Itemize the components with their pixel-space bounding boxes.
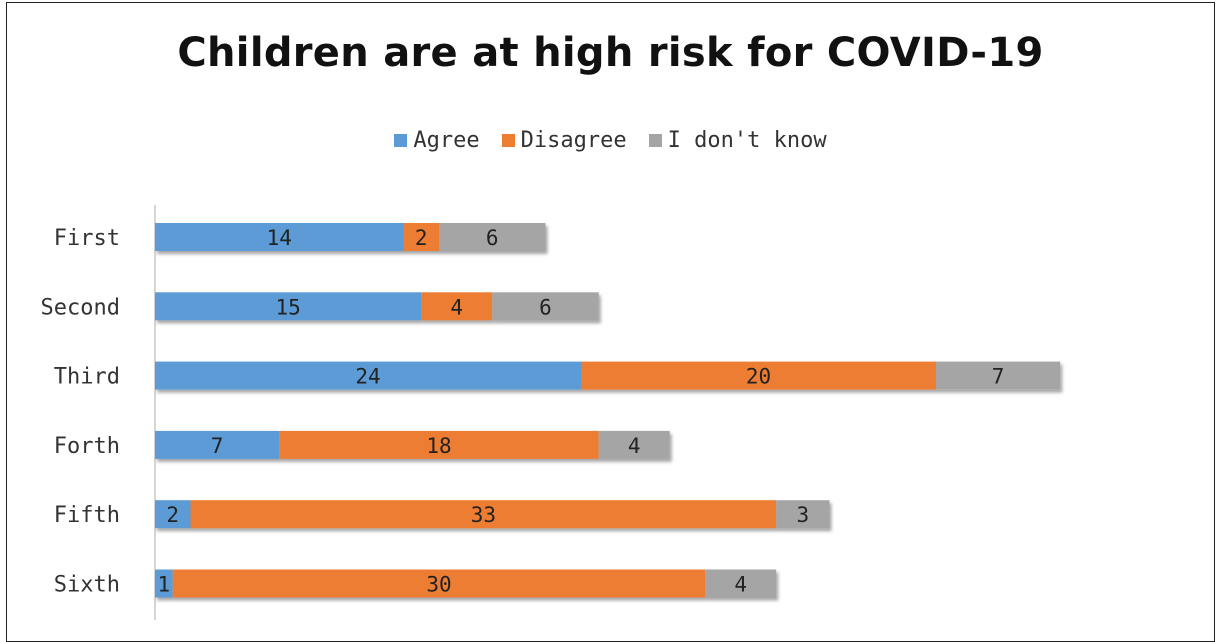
data-label: 14 — [267, 226, 292, 250]
bar-segment — [492, 292, 599, 321]
bar-segment — [190, 500, 777, 529]
data-label: 4 — [450, 295, 463, 319]
bar-stack — [155, 223, 546, 251]
data-label: 20 — [746, 365, 771, 389]
data-label: 18 — [426, 434, 451, 458]
data-label: 4 — [628, 434, 641, 458]
bar-segment — [155, 223, 404, 251]
data-label: 2 — [415, 226, 428, 250]
data-label: 30 — [426, 573, 451, 597]
legend-label-agree: Agree — [413, 128, 480, 153]
data-label: 7 — [992, 365, 1005, 389]
chart-frame — [6, 2, 1215, 642]
data-label: 24 — [355, 365, 380, 389]
data-label: 4 — [734, 573, 747, 597]
data-label: 1 — [158, 573, 171, 597]
bar-stack — [155, 292, 599, 321]
category-label: Sixth — [54, 573, 120, 598]
bar-segment — [155, 361, 581, 390]
bar-stack — [155, 500, 830, 529]
data-label: 33 — [471, 503, 496, 527]
legend-label-dont-know: I don't know — [667, 128, 827, 153]
data-label: 15 — [275, 295, 300, 319]
bar-segment — [279, 430, 599, 459]
bar-segment — [155, 500, 191, 529]
bar-stack — [155, 361, 1061, 390]
data-label: 7 — [211, 434, 224, 458]
legend-item-dont-know: I don't know — [648, 128, 827, 153]
bar-stack — [155, 430, 670, 459]
bar-segment — [439, 223, 546, 251]
data-label: 3 — [797, 503, 810, 527]
bar-segment — [776, 500, 830, 529]
legend-item-agree: Agree — [394, 128, 480, 153]
legend-swatch-dont-know — [648, 134, 662, 147]
category-label: Third — [54, 365, 120, 390]
bar-segment — [598, 430, 670, 459]
chart-legend: Agree Disagree I don't know — [0, 128, 1221, 153]
data-label: 2 — [166, 503, 179, 527]
category-label: Forth — [54, 434, 120, 459]
bar-segment — [155, 292, 422, 321]
bar-segment — [705, 569, 777, 598]
bar-segment — [172, 569, 706, 598]
bar-segment — [403, 223, 439, 251]
bar-segment — [936, 361, 1061, 390]
data-label: 6 — [486, 226, 499, 250]
bar-segment — [421, 292, 493, 321]
data-label: 6 — [539, 295, 552, 319]
bar-segment — [155, 569, 173, 598]
category-label: First — [54, 226, 120, 251]
category-label: Second — [41, 295, 120, 320]
legend-item-disagree: Disagree — [501, 128, 627, 153]
category-label: Fifth — [54, 503, 120, 528]
legend-swatch-agree — [394, 134, 408, 147]
bar-segment — [581, 361, 936, 390]
legend-swatch-disagree — [501, 134, 515, 147]
bar-segment — [155, 430, 280, 459]
chart-title: Children are at high risk for COVID-19 — [177, 30, 1044, 76]
legend-label-disagree: Disagree — [520, 128, 627, 153]
bar-stack — [155, 569, 777, 598]
